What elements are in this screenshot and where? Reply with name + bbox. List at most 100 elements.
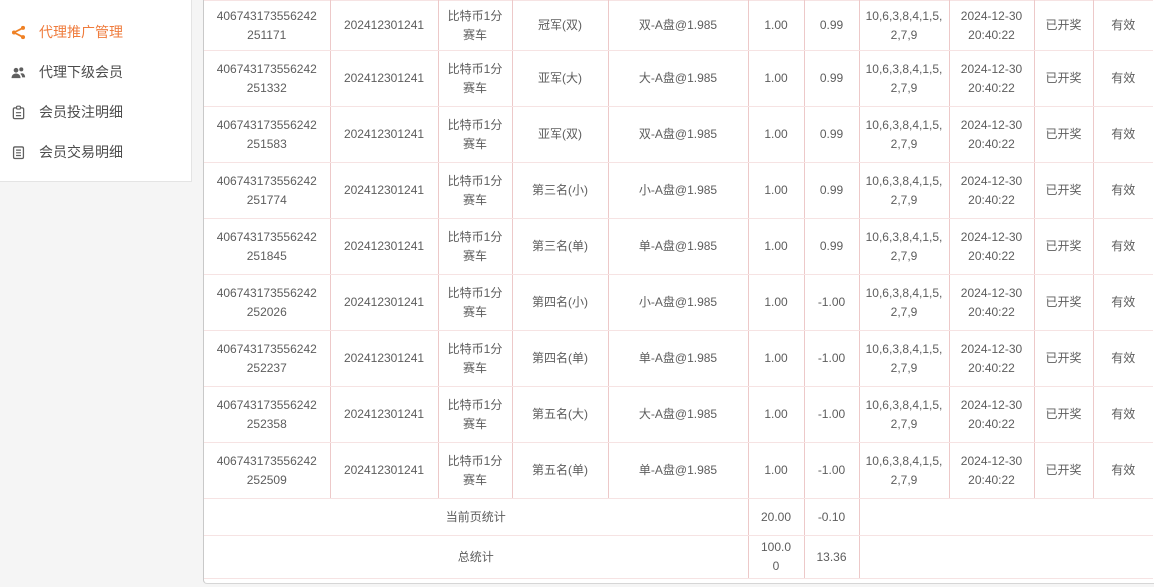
- cell-amount: 1.00: [747, 106, 805, 163]
- share-icon: [10, 24, 26, 40]
- cell-time: 2024-12-30 20:40:22: [948, 106, 1035, 163]
- table-row: 406743173556242251774 202412301241 比特币1分…: [204, 162, 1153, 219]
- cell-order-id: 406743173556242252237: [204, 330, 331, 387]
- cell-bet-type: 冠军(双): [511, 0, 609, 51]
- cell-period: 202412301241: [329, 50, 439, 107]
- table-row: 406743173556242252026 202412301241 比特币1分…: [204, 274, 1153, 331]
- cell-bet-type: 第五名(单): [511, 442, 609, 499]
- cell-amount: 1.00: [747, 330, 805, 387]
- cell-status: 已开奖: [1033, 274, 1094, 331]
- table-row: 406743173556242252358 202412301241 比特币1分…: [204, 386, 1153, 443]
- sidebar-item-4[interactable]: 会员交易明细: [0, 132, 191, 172]
- sidebar-item-2[interactable]: 代理下级会员: [0, 52, 191, 92]
- sidebar-nav: 代理推广管理 代理下级会员 会员投注明细 会员交易明细: [0, 12, 191, 172]
- cell-period: 202412301241: [329, 0, 439, 51]
- cell-result: 10,6,3,8,4,1,5,2,7,9: [858, 162, 950, 219]
- summary-empty: [858, 535, 1153, 579]
- cell-result: 10,6,3,8,4,1,5,2,7,9: [858, 50, 950, 107]
- cell-bet-type: 第五名(大): [511, 386, 609, 443]
- cell-time: 2024-12-30 20:40:22: [948, 162, 1035, 219]
- summary-label: 当前页统计: [204, 498, 749, 536]
- cell-validity: 有效: [1092, 218, 1153, 275]
- cell-validity: 有效: [1092, 274, 1153, 331]
- cell-profit: -1.00: [803, 386, 860, 443]
- cell-time: 2024-12-30 20:40:22: [948, 274, 1035, 331]
- sidebar: 代理推广管理 代理下级会员 会员投注明细 会员交易明细: [0, 0, 192, 182]
- sidebar-item-label: 代理推广管理: [39, 24, 123, 40]
- cell-status: 已开奖: [1033, 162, 1094, 219]
- cell-profit: -1.00: [803, 274, 860, 331]
- cell-status: 已开奖: [1033, 218, 1094, 275]
- cell-period: 202412301241: [329, 106, 439, 163]
- cell-game: 比特币1分赛车: [437, 442, 513, 499]
- cell-amount: 1.00: [747, 386, 805, 443]
- summary-empty: [858, 498, 1153, 536]
- cell-order-id: 406743173556242252358: [204, 386, 331, 443]
- cell-amount: 1.00: [747, 274, 805, 331]
- cell-status: 已开奖: [1033, 330, 1094, 387]
- betting-table-body: 406743173556242251171 202412301241 比特币1分…: [204, 0, 1153, 579]
- sidebar-item-label: 代理下级会员: [39, 64, 123, 80]
- cell-bet-type: 第三名(单): [511, 218, 609, 275]
- sidebar-item-label: 会员投注明细: [39, 104, 123, 120]
- cell-profit: 0.99: [803, 162, 860, 219]
- sidebar-item-3[interactable]: 会员投注明细: [0, 92, 191, 132]
- table-row: 406743173556242251332 202412301241 比特币1分…: [204, 50, 1153, 107]
- cell-profit: 0.99: [803, 218, 860, 275]
- cell-time: 2024-12-30 20:40:22: [948, 0, 1035, 51]
- cell-order-id: 406743173556242252509: [204, 442, 331, 499]
- cell-bet-type: 第四名(单): [511, 330, 609, 387]
- cell-period: 202412301241: [329, 386, 439, 443]
- table-row: 406743173556242252509 202412301241 比特币1分…: [204, 442, 1153, 499]
- summary-label: 总统计: [204, 535, 749, 579]
- cell-profit: -1.00: [803, 442, 860, 499]
- cell-validity: 有效: [1092, 330, 1153, 387]
- cell-validity: 有效: [1092, 50, 1153, 107]
- cell-period: 202412301241: [329, 442, 439, 499]
- cell-time: 2024-12-30 20:40:22: [948, 218, 1035, 275]
- table-row: 406743173556242252237 202412301241 比特币1分…: [204, 330, 1153, 387]
- cell-amount: 1.00: [747, 218, 805, 275]
- cell-amount: 1.00: [747, 0, 805, 51]
- cell-result: 10,6,3,8,4,1,5,2,7,9: [858, 274, 950, 331]
- sidebar-item-1[interactable]: 代理推广管理: [0, 12, 191, 52]
- cell-status: 已开奖: [1033, 442, 1094, 499]
- transaction-list-icon: [10, 144, 26, 160]
- cell-bet-type: 亚军(大): [511, 50, 609, 107]
- cell-game: 比特币1分赛车: [437, 106, 513, 163]
- cell-period: 202412301241: [329, 162, 439, 219]
- cell-odds: 单-A盘@1.985: [607, 330, 749, 387]
- cell-result: 10,6,3,8,4,1,5,2,7,9: [858, 330, 950, 387]
- table-row: 406743173556242251583 202412301241 比特币1分…: [204, 106, 1153, 163]
- betting-records-table: 406743173556242251171 202412301241 比特币1分…: [204, 0, 1153, 579]
- cell-profit: -1.00: [803, 330, 860, 387]
- cell-status: 已开奖: [1033, 386, 1094, 443]
- cell-game: 比特币1分赛车: [437, 330, 513, 387]
- cell-bet-type: 第三名(小): [511, 162, 609, 219]
- cell-status: 已开奖: [1033, 106, 1094, 163]
- cell-amount: 1.00: [747, 50, 805, 107]
- cell-game: 比特币1分赛车: [437, 386, 513, 443]
- cell-game: 比特币1分赛车: [437, 162, 513, 219]
- summary-amount: 100.00: [747, 535, 805, 579]
- cell-profit: 0.99: [803, 50, 860, 107]
- cell-odds: 小-A盘@1.985: [607, 274, 749, 331]
- summary-profit: 13.36: [803, 535, 860, 579]
- cell-period: 202412301241: [329, 274, 439, 331]
- cell-profit: 0.99: [803, 0, 860, 51]
- cell-odds: 大-A盘@1.985: [607, 50, 749, 107]
- cell-time: 2024-12-30 20:40:22: [948, 330, 1035, 387]
- cell-amount: 1.00: [747, 442, 805, 499]
- cell-odds: 单-A盘@1.985: [607, 218, 749, 275]
- cell-period: 202412301241: [329, 218, 439, 275]
- cell-result: 10,6,3,8,4,1,5,2,7,9: [858, 386, 950, 443]
- cell-game: 比特币1分赛车: [437, 274, 513, 331]
- cell-odds: 双-A盘@1.985: [607, 0, 749, 51]
- cell-order-id: 406743173556242251583: [204, 106, 331, 163]
- cell-odds: 双-A盘@1.985: [607, 106, 749, 163]
- betting-records-card: 406743173556242251171 202412301241 比特币1分…: [203, 0, 1154, 584]
- summary-amount: 20.00: [747, 498, 805, 536]
- cell-bet-type: 亚军(双): [511, 106, 609, 163]
- cell-time: 2024-12-30 20:40:22: [948, 442, 1035, 499]
- cell-odds: 大-A盘@1.985: [607, 386, 749, 443]
